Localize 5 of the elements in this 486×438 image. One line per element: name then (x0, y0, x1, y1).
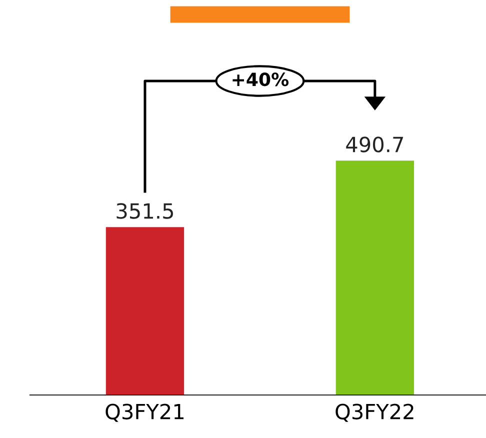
text: +40% (232, 72, 289, 86)
x-tick-label: Q3FY22 (336, 404, 414, 422)
data-label: 490.7 (346, 136, 403, 152)
x-tick-label: Q3FY21 (106, 404, 184, 422)
data-label: 351.5 (116, 203, 173, 219)
